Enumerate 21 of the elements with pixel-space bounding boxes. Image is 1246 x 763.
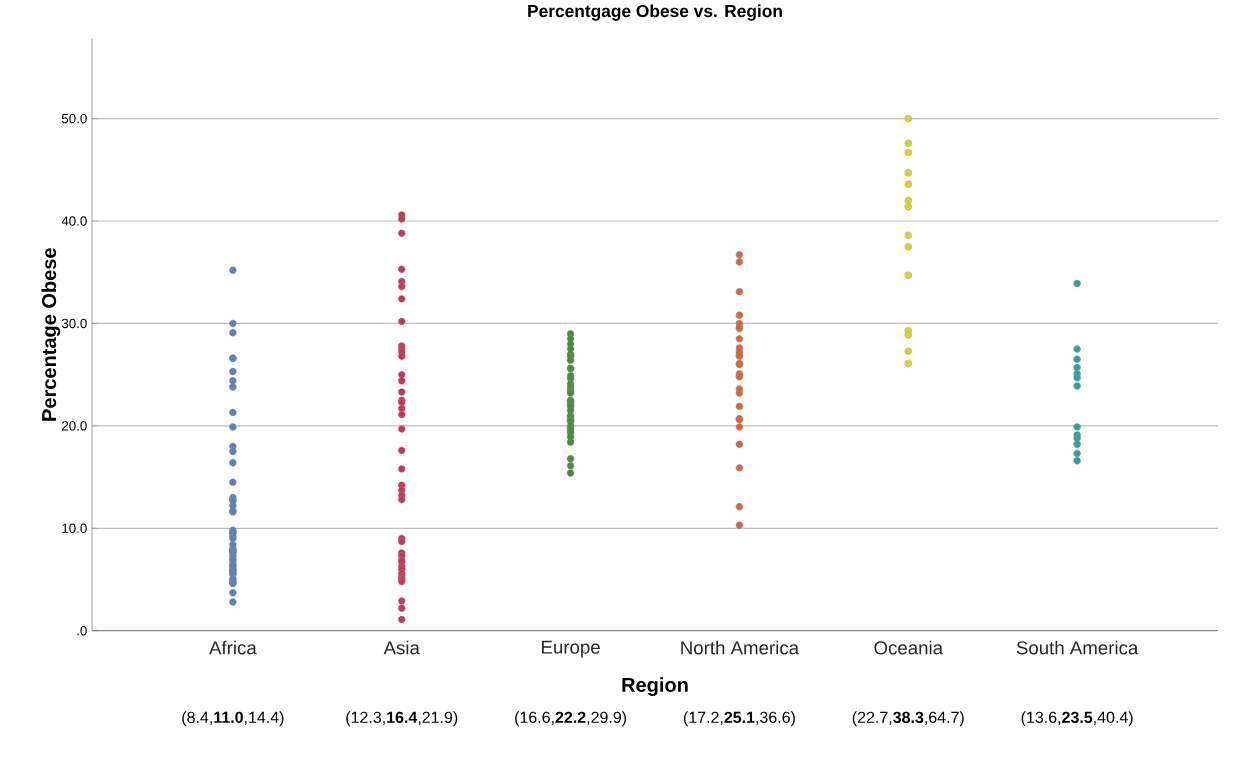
- text: (12.3,16.4,21.9): [346, 711, 458, 727]
- text: (16.6,22.2,29.9): [515, 711, 627, 727]
- text: (13.6,23.5,40.4): [1021, 711, 1133, 727]
- y-tick-label: 30.0: [61, 318, 87, 329]
- y-tick-label: 50.0: [61, 114, 87, 124]
- text: (17.2,25.1,36.6): [683, 711, 795, 727]
- y-tick-label: 40.0: [61, 216, 87, 226]
- x-axis-title: Region: [622, 677, 688, 697]
- text: (8.4,11.0,14.4): [182, 711, 284, 727]
- x-tick-label: Africa: [209, 640, 257, 655]
- x-tick-label: Oceania: [874, 640, 944, 655]
- y-tick-label: 20.0: [62, 421, 87, 431]
- chart-title: Percentgage Obese vs. Region: [528, 4, 782, 21]
- x-tick-label: North America: [681, 640, 800, 655]
- x-tick-label: Europe: [542, 640, 600, 658]
- y-tick-label: 10.0: [62, 523, 87, 534]
- x-tick-label: South America: [1016, 640, 1139, 655]
- text: (22.7,38.3,64.7): [852, 711, 964, 727]
- x-tick-label: Asia: [383, 640, 420, 655]
- y-axis-title: Percentage Obese: [41, 248, 61, 421]
- y-tick-label: .0: [77, 626, 87, 636]
